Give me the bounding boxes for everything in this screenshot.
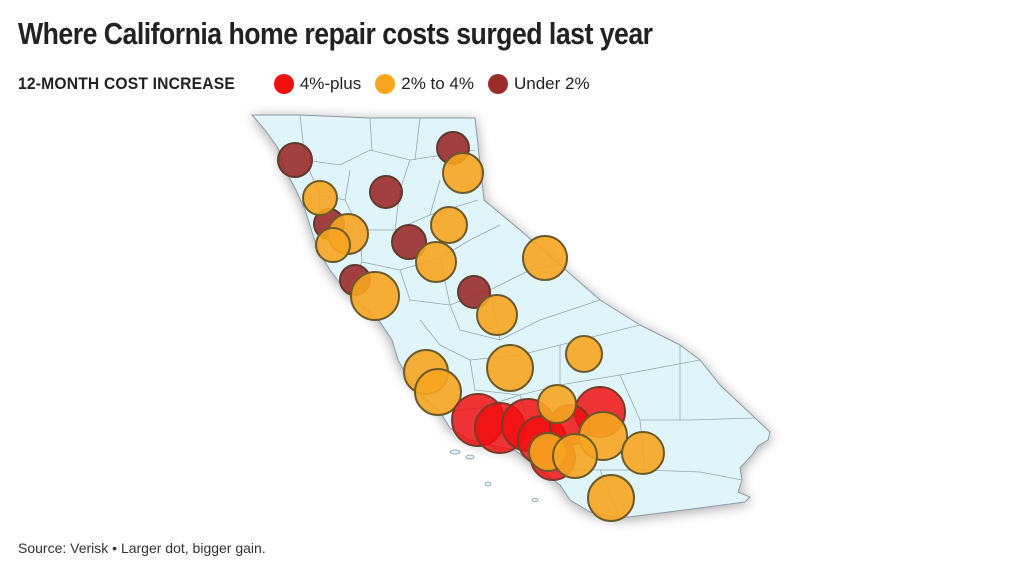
legend-label: 4%-plus (299, 74, 362, 93)
dot (587, 474, 635, 522)
dot (486, 344, 534, 392)
dot (315, 227, 351, 263)
page-title: Where California home repair costs surge… (18, 16, 653, 51)
legend-title: 12-MONTH COST INCREASE (18, 74, 235, 93)
dot (522, 235, 568, 281)
dots-2-to-4-front (528, 384, 665, 522)
dot (302, 180, 338, 216)
dot (391, 224, 427, 260)
dot (430, 206, 468, 244)
legend: 12-MONTH COST INCREASE 4%-plus 2% to 4% … (18, 74, 604, 94)
legend-item-2-to-4: 2% to 4% (375, 74, 474, 94)
legend-label: Under 2% (514, 74, 590, 93)
legend-item-4-plus: 4%-plus (273, 74, 362, 94)
legend-item-under-2: Under 2% (488, 74, 590, 94)
legend-label: 2% to 4% (401, 74, 474, 93)
dots-2-to-4 (302, 152, 603, 416)
dot (565, 335, 603, 373)
source-note: Source: Verisk • Larger dot, bigger gain… (18, 540, 266, 556)
dot (476, 294, 518, 336)
dot (415, 241, 457, 283)
dot (537, 384, 577, 424)
dot (369, 175, 403, 209)
dot (414, 368, 462, 416)
dot (350, 271, 400, 321)
dot (277, 142, 313, 178)
channel-islands (449, 449, 539, 502)
legend-dot-icon (488, 74, 508, 94)
dot (457, 275, 491, 309)
legend-dot-icon (273, 74, 294, 94)
dot (552, 433, 598, 479)
dot (621, 431, 665, 475)
dot (442, 152, 484, 194)
legend-dot-icon (375, 74, 396, 94)
